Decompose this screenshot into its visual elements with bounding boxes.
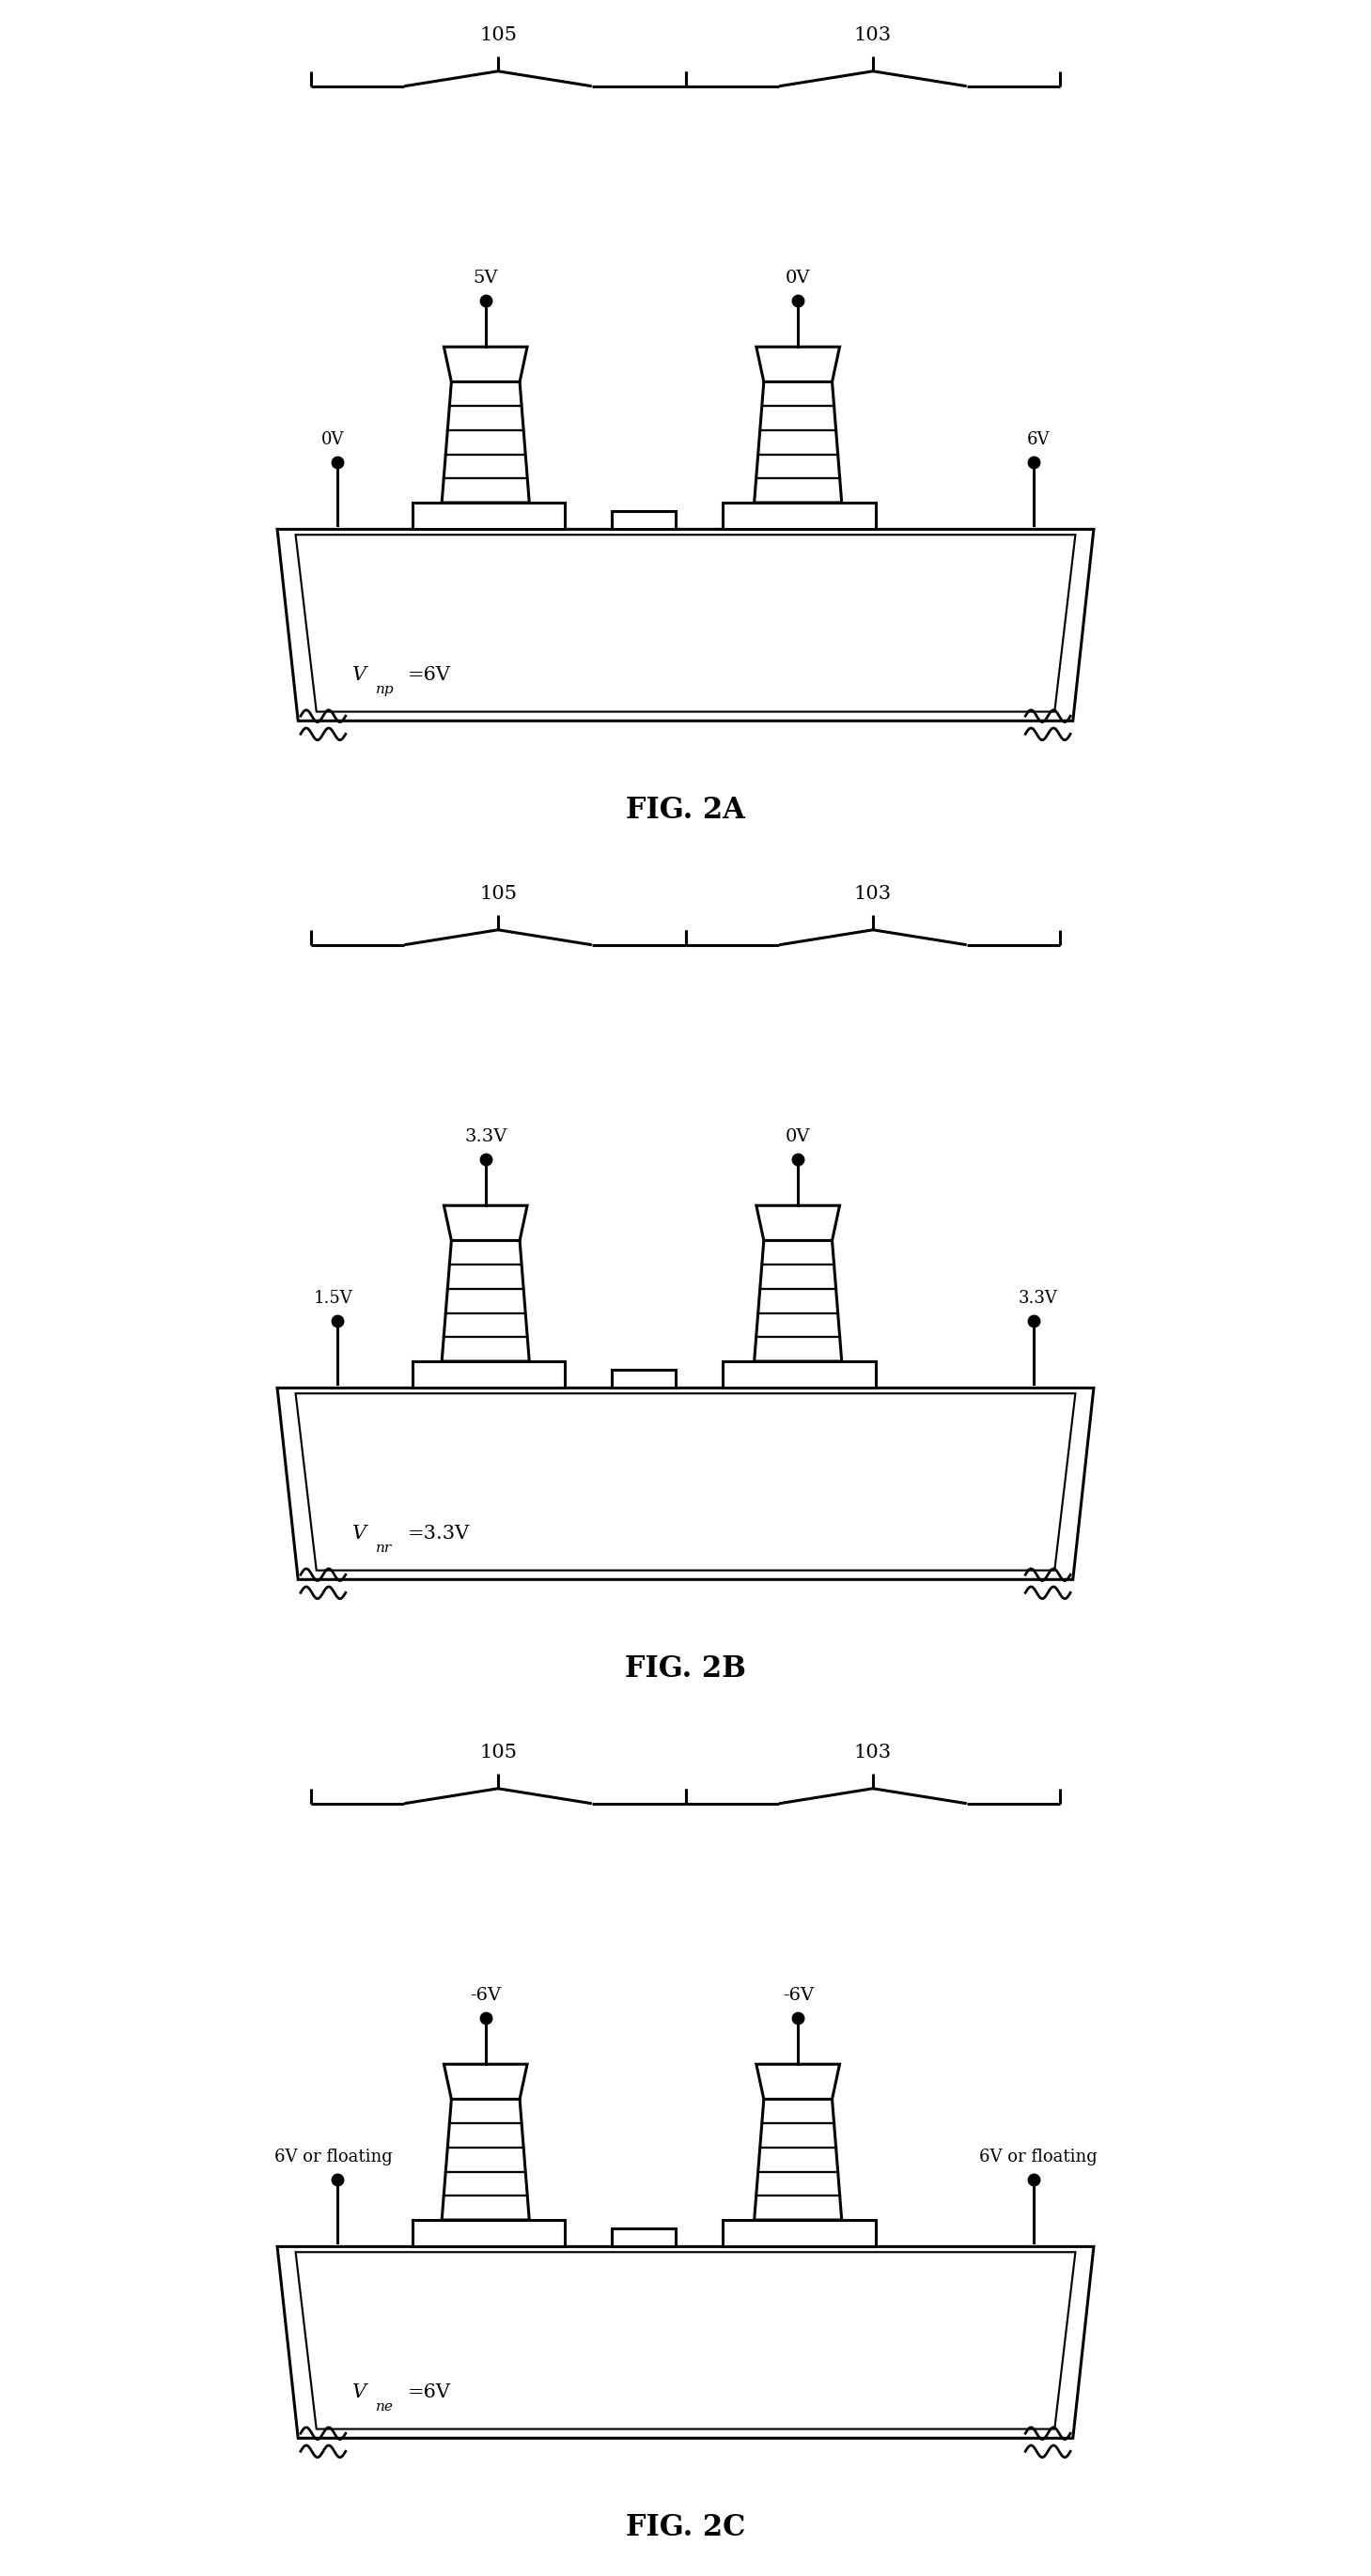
Polygon shape	[277, 1388, 1094, 1579]
Text: 6V or floating: 6V or floating	[979, 2148, 1097, 2164]
Text: np: np	[376, 683, 393, 696]
Text: 105: 105	[480, 886, 517, 904]
Polygon shape	[723, 2221, 876, 2246]
Polygon shape	[757, 348, 839, 381]
Text: 103: 103	[854, 26, 891, 44]
Polygon shape	[754, 1242, 842, 1360]
Text: FIG. 2B: FIG. 2B	[625, 1654, 746, 1685]
Polygon shape	[277, 528, 1094, 721]
Polygon shape	[441, 381, 529, 502]
Text: =3.3V: =3.3V	[407, 1525, 469, 1543]
Polygon shape	[613, 1370, 676, 1388]
Polygon shape	[441, 2099, 529, 2221]
Text: 1.5V: 1.5V	[314, 1291, 352, 1306]
Text: 0V: 0V	[322, 430, 344, 448]
Text: V: V	[352, 667, 366, 685]
Polygon shape	[723, 1360, 876, 1388]
Text: V: V	[352, 1525, 366, 1543]
Polygon shape	[444, 2063, 528, 2099]
Text: FIG. 2C: FIG. 2C	[625, 2514, 746, 2543]
Polygon shape	[277, 2246, 1094, 2437]
Text: -6V: -6V	[470, 1986, 502, 2004]
Text: nr: nr	[376, 1540, 392, 1553]
Polygon shape	[444, 1206, 528, 1242]
Text: ne: ne	[376, 2401, 393, 2414]
Text: 0V: 0V	[786, 1128, 810, 1144]
Text: V: V	[352, 2383, 366, 2401]
Text: -6V: -6V	[783, 1986, 813, 2004]
Text: 0V: 0V	[786, 268, 810, 286]
Text: 103: 103	[854, 886, 891, 904]
Text: 6V or floating: 6V or floating	[274, 2148, 392, 2164]
Polygon shape	[441, 1242, 529, 1360]
Polygon shape	[757, 2063, 839, 2099]
Text: 103: 103	[854, 1744, 891, 1762]
Polygon shape	[413, 2221, 565, 2246]
Polygon shape	[613, 510, 676, 528]
Text: 3.3V: 3.3V	[1019, 1291, 1057, 1306]
Polygon shape	[723, 502, 876, 528]
Text: 6V: 6V	[1027, 430, 1049, 448]
Text: FIG. 2A: FIG. 2A	[627, 796, 744, 824]
Polygon shape	[754, 381, 842, 502]
Text: =6V: =6V	[407, 667, 451, 685]
Text: =6V: =6V	[407, 2383, 451, 2401]
Polygon shape	[413, 1360, 565, 1388]
Text: 105: 105	[480, 26, 517, 44]
Polygon shape	[613, 2228, 676, 2246]
Polygon shape	[757, 1206, 839, 1242]
Polygon shape	[444, 348, 528, 381]
Polygon shape	[754, 2099, 842, 2221]
Polygon shape	[413, 502, 565, 528]
Text: 5V: 5V	[473, 268, 498, 286]
Text: 105: 105	[480, 1744, 517, 1762]
Text: 3.3V: 3.3V	[465, 1128, 507, 1144]
